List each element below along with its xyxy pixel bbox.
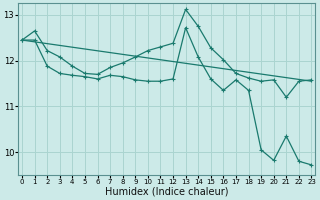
X-axis label: Humidex (Indice chaleur): Humidex (Indice chaleur) (105, 187, 228, 197)
